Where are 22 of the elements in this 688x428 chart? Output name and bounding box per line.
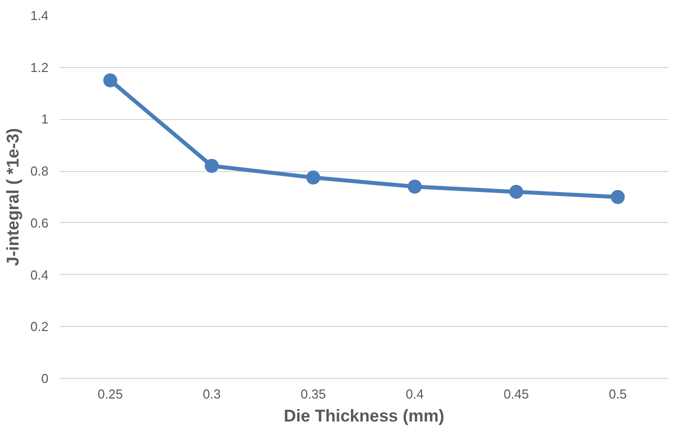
point (306, 170, 320, 185)
y-tick-label: 0.4 (30, 267, 49, 282)
point (103, 73, 118, 88)
x-tick-label: 0.35 (300, 386, 326, 402)
x-tick-label: 0.3 (202, 386, 221, 402)
y-tick-label: 1.4 (30, 8, 49, 23)
y-tick-label: 0.6 (30, 215, 49, 230)
point (509, 184, 524, 199)
y-tick-label: 0.8 (30, 164, 49, 179)
x-tick-label: 0.5 (608, 386, 627, 402)
x-tick-label: 0.25 (98, 386, 123, 402)
point (204, 158, 219, 173)
point (610, 190, 625, 204)
x-tick-label: 0.4 (406, 386, 424, 402)
y-tick-label: 1.2 (30, 60, 49, 75)
x-axis-title: Die Thickness (mm) (284, 406, 444, 426)
point (408, 180, 422, 194)
y-tick-label: 0 (41, 371, 49, 386)
y-tick-label: 1 (41, 112, 49, 127)
y-axis-title: J-integral ( *1e-3) (3, 128, 22, 266)
x-tick-label: 0.45 (504, 386, 529, 402)
y-tick-label: 0.2 (30, 319, 49, 334)
